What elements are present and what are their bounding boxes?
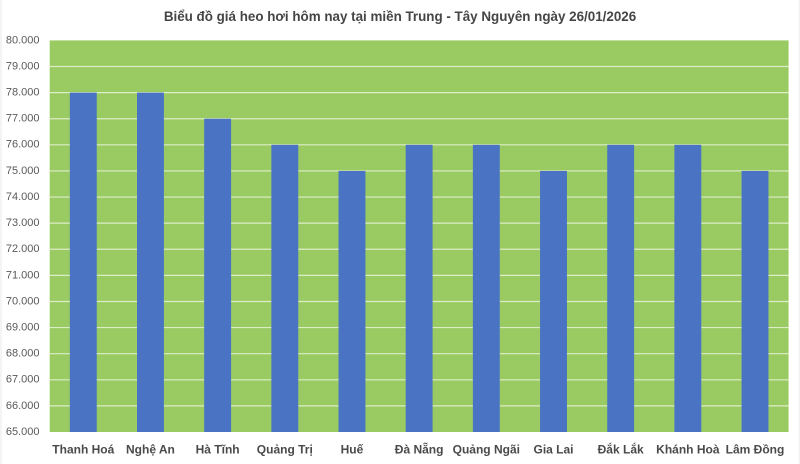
svg-text:80.000: 80.000: [6, 34, 40, 46]
svg-text:79.000: 79.000: [6, 60, 40, 72]
svg-text:Quảng Trị: Quảng Trị: [257, 443, 313, 457]
svg-text:Huế: Huế: [341, 443, 364, 457]
svg-text:Lâm Đồng: Lâm Đồng: [726, 443, 785, 457]
svg-text:77.000: 77.000: [6, 113, 40, 125]
svg-text:74.000: 74.000: [6, 191, 40, 203]
svg-text:71.000: 71.000: [6, 269, 40, 281]
svg-text:Quảng Ngãi: Quảng Ngãi: [453, 443, 520, 457]
svg-text:Gia Lai: Gia Lai: [533, 443, 573, 457]
svg-text:Hà Tĩnh: Hà Tĩnh: [196, 443, 240, 457]
svg-text:Thanh Hoá: Thanh Hoá: [52, 443, 114, 457]
svg-text:66.000: 66.000: [6, 400, 40, 412]
svg-text:Nghệ An: Nghệ An: [126, 443, 175, 457]
svg-text:78.000: 78.000: [6, 87, 40, 99]
svg-text:68.000: 68.000: [6, 348, 40, 360]
svg-text:Biểu đồ giá heo hơi hôm nay tạ: Biểu đồ giá heo hơi hôm nay tại miền Tru…: [164, 9, 636, 24]
svg-text:69.000: 69.000: [6, 321, 40, 333]
svg-text:Đắk Lắk: Đắk Lắk: [598, 442, 644, 457]
svg-text:70.000: 70.000: [6, 295, 40, 307]
svg-text:73.000: 73.000: [6, 217, 40, 229]
svg-text:Khánh Hoà: Khánh Hoà: [656, 443, 720, 457]
svg-text:72.000: 72.000: [6, 243, 40, 255]
svg-text:75.000: 75.000: [6, 165, 40, 177]
svg-text:65.000: 65.000: [6, 426, 40, 438]
svg-text:Đà Nẵng: Đà Nẵng: [395, 442, 444, 457]
svg-text:76.000: 76.000: [6, 139, 40, 151]
svg-text:67.000: 67.000: [6, 374, 40, 386]
